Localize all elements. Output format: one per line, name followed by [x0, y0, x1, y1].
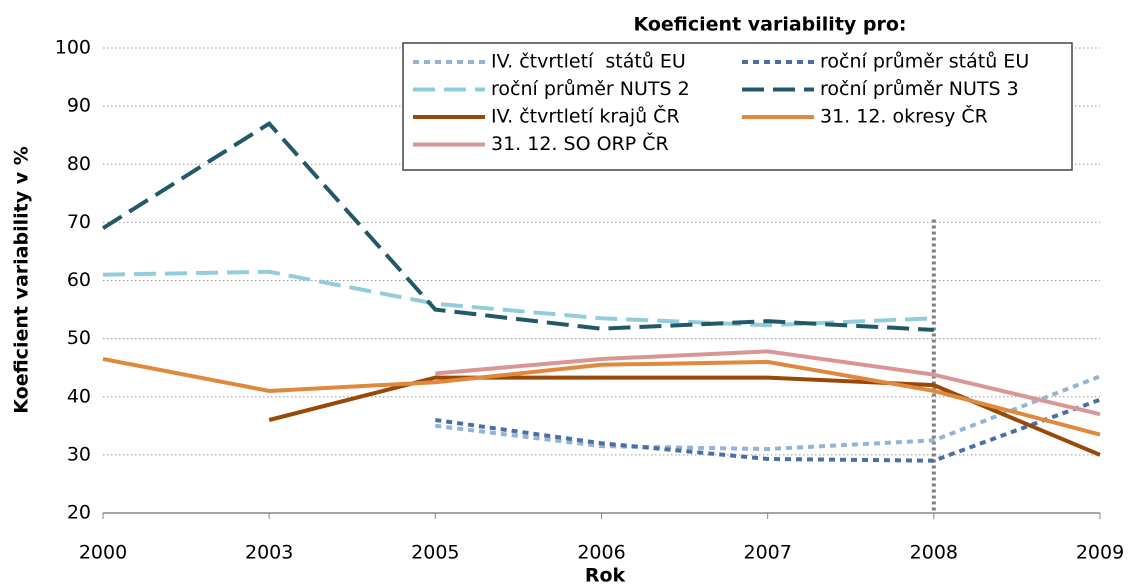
- x-tick-label: 2005: [411, 542, 459, 564]
- x-axis-label: Rok: [585, 565, 626, 585]
- legend-label: 31. 12. okresy ČR: [820, 104, 988, 128]
- y-tick-label: 70: [67, 211, 91, 233]
- y-tick-label: 50: [67, 327, 91, 349]
- legend-label: roční průměr NUTS 3: [820, 78, 1019, 100]
- legend-label: roční průměr NUTS 2: [491, 78, 690, 100]
- x-tick-label: 2007: [743, 542, 791, 564]
- x-tick-label: 2008: [910, 542, 958, 564]
- y-tick-label: 80: [67, 153, 91, 175]
- series-line: [268, 375, 1101, 457]
- x-tick-label: 2003: [245, 542, 293, 564]
- y-axis-label: Koeficient variability v %: [11, 146, 33, 413]
- y-tick-label: 100: [55, 37, 91, 59]
- series-line: [102, 357, 1101, 437]
- series-line: [435, 349, 1101, 417]
- series-line: [435, 397, 1101, 463]
- y-tick-label: 60: [67, 269, 91, 291]
- y-tick-label: 90: [67, 95, 91, 117]
- legend-label: 31. 12. SO ORP ČR: [491, 131, 669, 155]
- legend-label: IV. čtvrtletí států EU: [491, 51, 686, 73]
- legend-box: [402, 42, 1073, 171]
- series-line: [101, 120, 934, 332]
- legend-title: Koeficient variability pro:: [633, 14, 906, 36]
- y-tick-label: 30: [67, 443, 91, 465]
- y-tick-label: 40: [67, 385, 91, 407]
- legend-label: IV. čtvrtletí krajů ČR: [491, 104, 680, 128]
- x-tick-label: 2009: [1076, 542, 1124, 564]
- legend-label: roční průměr států EU: [820, 51, 1029, 73]
- x-tick-label: 2000: [79, 542, 127, 564]
- y-tick-label: 20: [67, 502, 91, 524]
- series-line: [435, 374, 1101, 452]
- x-tick-label: 2006: [577, 542, 625, 564]
